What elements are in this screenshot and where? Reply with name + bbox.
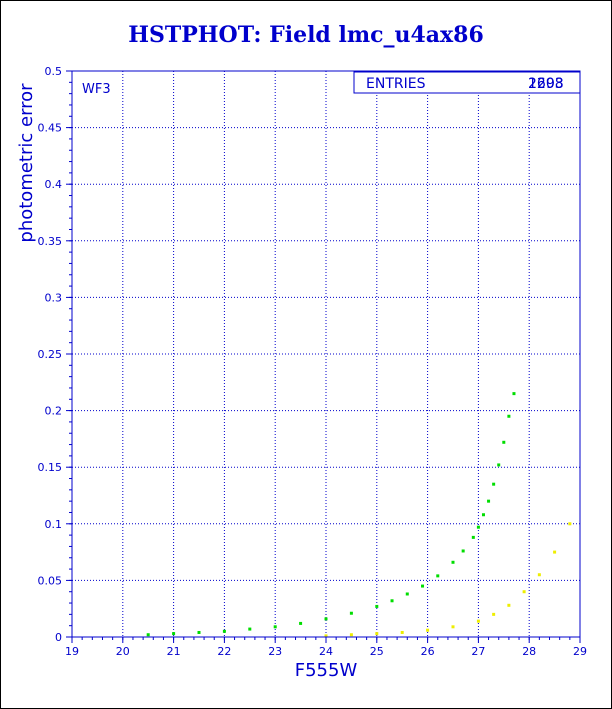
grid xyxy=(72,71,580,637)
y-tick-label: 0.5 xyxy=(45,65,63,78)
y-tick-label: 0.35 xyxy=(38,235,63,248)
data-point-series-1 xyxy=(502,440,506,444)
data-point-series-2 xyxy=(537,573,541,577)
y-axis-label: photometric error xyxy=(16,83,37,243)
stats-box: ENTRIES 2608 1293 xyxy=(353,71,581,94)
data-point-series-1 xyxy=(172,632,176,636)
data-point-series-1 xyxy=(390,599,394,603)
x-tick-label: 21 xyxy=(167,645,181,658)
data-point-series-1 xyxy=(436,574,440,578)
data-point-series-1 xyxy=(222,629,226,633)
data-point-series-2 xyxy=(349,633,353,637)
data-point-series-2 xyxy=(553,550,557,554)
x-tick-label: 27 xyxy=(471,645,485,658)
x-tick-label: 19 xyxy=(65,645,79,658)
x-tick-label: 29 xyxy=(573,645,587,658)
data-point-series-2 xyxy=(451,625,455,629)
data-point-series-1 xyxy=(487,499,491,503)
x-axis-label: F555W xyxy=(295,660,358,681)
data-point-series-1 xyxy=(349,611,353,615)
ticks: 19 20 21 22 23 24 25 26 27 28 29 0 0.05 0.1 0.15 0.2 0.2… xyxy=(38,65,588,658)
stats-value-a: 2608 xyxy=(528,76,564,92)
data-point-series-2 xyxy=(400,630,404,634)
data-point-series-2 xyxy=(507,603,511,607)
data-point-series-1 xyxy=(197,630,201,634)
data-point-series-1 xyxy=(248,627,252,631)
data-point-series-1 xyxy=(146,633,150,637)
x-tick-label: 26 xyxy=(421,645,435,658)
data-point-series-1 xyxy=(497,463,501,467)
x-tick-label: 25 xyxy=(370,645,384,658)
y-tick-label: 0.4 xyxy=(45,178,63,191)
x-tick-label: 24 xyxy=(319,645,333,658)
data-point-series-1 xyxy=(492,482,496,486)
data-point-series-1 xyxy=(481,513,485,517)
y-tick-label: 0.2 xyxy=(45,405,63,418)
data-point-series-1 xyxy=(471,535,475,539)
data-point-series-2 xyxy=(522,590,526,594)
y-tick-label: 0.25 xyxy=(38,348,63,361)
data-point-series-1 xyxy=(405,592,409,596)
x-tick-label: 23 xyxy=(268,645,282,658)
data-point-series-1 xyxy=(476,525,480,529)
data-point-series-1 xyxy=(421,584,425,588)
y-tick-label: 0.3 xyxy=(45,291,63,304)
y-tick-label: 0.45 xyxy=(38,122,63,135)
data-point-series-2 xyxy=(375,632,379,636)
stats-label: ENTRIES xyxy=(366,76,426,92)
panel-label: WF3 xyxy=(82,82,111,97)
y-tick-label: 0.1 xyxy=(45,518,63,531)
x-tick-label: 22 xyxy=(217,645,231,658)
data-point-series-1 xyxy=(451,560,455,564)
chart-title: HSTPHOT: Field lmc_u4ax86 xyxy=(128,22,484,48)
data-point-series-1 xyxy=(299,621,303,625)
stats-value-b: 1293 xyxy=(528,76,564,92)
data-point-series-2 xyxy=(426,628,430,632)
data-point-series-1 xyxy=(324,617,328,621)
data-point-series-1 xyxy=(507,414,511,418)
data-points xyxy=(146,392,572,638)
y-tick-label: 0.05 xyxy=(38,574,63,587)
y-tick-label: 0.15 xyxy=(38,461,63,474)
data-point-series-2 xyxy=(568,522,572,526)
x-tick-label: 20 xyxy=(116,645,130,658)
x-tick-label: 28 xyxy=(522,645,536,658)
data-point-series-2 xyxy=(492,612,496,616)
data-point-series-1 xyxy=(375,604,379,608)
data-point-series-2 xyxy=(324,634,328,638)
data-point-series-1 xyxy=(512,392,516,396)
y-tick-label: 0 xyxy=(55,631,62,644)
data-point-series-2 xyxy=(476,619,480,623)
data-point-series-1 xyxy=(461,549,465,553)
data-point-series-1 xyxy=(273,625,277,629)
